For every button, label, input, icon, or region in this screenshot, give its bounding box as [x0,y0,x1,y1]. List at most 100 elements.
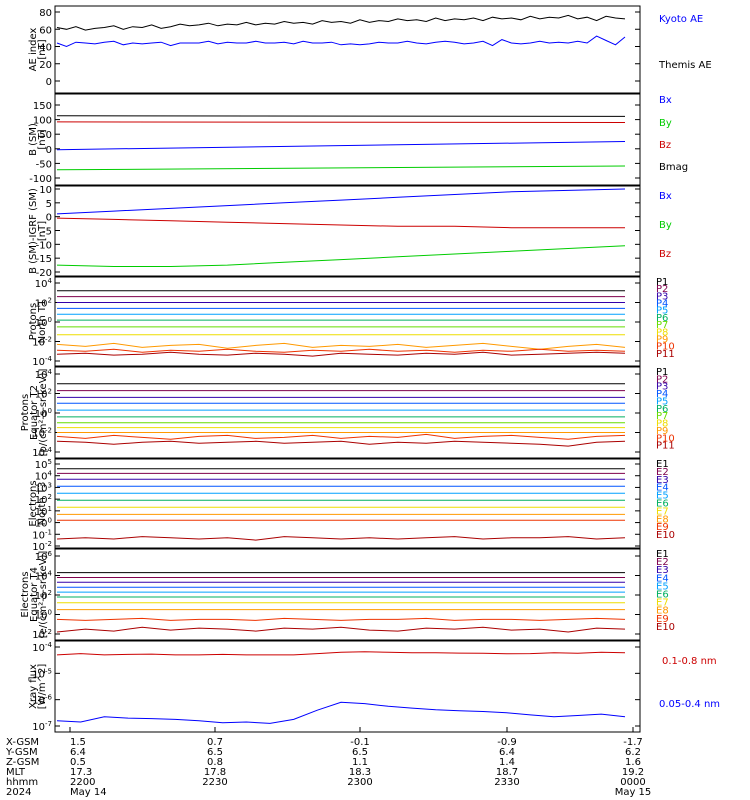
ephemeris-cell: May 15 [615,787,652,798]
panel-2: 150 100 50 0 -50 -100 B (SM)[nT] Bx By Bz Bmag [28,93,688,186]
legend-entry: P9 [656,334,668,345]
y-axis-label: AE index [28,28,39,72]
y-axis-label: North T1 [37,300,48,344]
legend-entry: E3 [656,565,669,576]
y-axis-label: [W/m^2] [37,664,48,710]
series-line-e10 [56,536,626,541]
legend-entry: E8 [656,606,669,617]
series-line-themis-ae [56,14,626,31]
panel-frame [54,640,641,733]
y-axis-label: [p/(cm²-s-sr-keV)] [38,369,49,457]
y-axis-label: Protons [28,303,39,340]
y-axis-label: Electrons [20,571,31,617]
y-axis-label: B (SM) [28,123,39,156]
legend-entry: E6 [656,590,669,601]
y-tick-label: 150 [33,101,52,112]
legend-entry: P9 [656,426,668,437]
legend-entry: 0.1-0.8 nm [662,656,717,667]
legend-entry: P10 [656,433,675,444]
y-tick-label: 5 [46,199,52,210]
y-axis-label: [nT] [37,39,48,59]
panel-frame [54,5,641,94]
legend-entry: E7 [656,598,669,609]
panel-3: 10 5 0 -5 -10 -15 -20B (SM)-IGRF (SM)[nT] Bx By B… [28,185,672,279]
y-axis-label: Protons [20,394,31,431]
ephemeris-row-label: Y-GSM [5,747,38,758]
ephemeris-row-label: hhmm [6,777,38,788]
ephemeris-row-label: MLT [6,767,26,778]
panel-frame [54,93,641,186]
ephemeris-cell: 17.8 [204,767,226,778]
legend-entry: P2 [656,374,668,385]
ephemeris-table: X-GSMY-GSMZ-GSMMLThhmm20241.56.40.517.32… [5,737,651,798]
ephemeris-cell: 2200 [70,777,95,788]
ephemeris-cell: 17.3 [70,767,92,778]
series-line-bz [56,121,626,123]
y-axis-label: B (SM)-IGRF (SM) [28,188,39,274]
series-line-p11 [56,351,626,357]
y-tick-label: 60 [39,25,52,36]
legend-entry: E2 [656,467,669,478]
legend-entry: P4 [656,389,668,400]
panel-frame [54,458,641,549]
y-tick-label: 100 [33,116,52,127]
ephemeris-cell: -0.9 [497,737,517,748]
y-axis-label: [e/(cm²-s-sr-keV)] [38,551,49,639]
legend-entry: E5 [656,581,669,592]
y-tick-label: 10-4 [32,641,52,654]
ephemeris-cell: -1.7 [623,737,643,748]
y-axis-label: [nT] [37,221,48,241]
series-line-bz [56,217,625,229]
legend-entry: P7 [656,320,668,331]
legend-entry: By [659,220,672,231]
ephemeris-cell: 0.7 [207,737,223,748]
legend-entry: P10 [656,342,675,353]
ephemeris-cell: 6.5 [352,747,368,758]
y-axis-label: Equator T2 [29,385,40,440]
ephemeris-cell: 6.2 [625,747,641,758]
y-tick-label: -15 [36,254,52,265]
series-line-p10 [56,348,626,353]
ephemeris-cell: 2300 [347,777,372,788]
y-tick-label: 0 [46,77,52,88]
series-line-p10 [56,433,626,440]
legend-entry: P8 [656,419,668,430]
legend-entry: E7 [656,506,669,517]
ephemeris-cell: 6.4 [70,747,86,758]
legend-entry: E1 [656,459,669,470]
legend-entry: By [659,118,672,129]
legend-entry: E8 [656,514,669,525]
y-tick-label: 104 [35,277,53,290]
y-axis-label: Electrons [28,480,39,526]
legend-entry: Kyoto AE [659,14,703,25]
legend-entry: E10 [656,530,675,541]
y-tick-label: 10-4 [32,355,52,368]
legend-entry: Bx [659,95,672,106]
y-tick-label: -100 [29,174,52,185]
legend-entry: E4 [656,573,669,584]
legend-entry: P3 [656,382,668,393]
ephemeris-cell: 6.5 [207,747,223,758]
legend-entry: P5 [656,396,668,407]
y-tick-label: 20 [39,60,52,71]
y-tick-label: -20 [36,268,52,279]
legend-entry: E4 [656,483,669,494]
y-tick-label: 0 [46,145,52,156]
legend-entry: Bmag [659,162,688,173]
y-tick-label: 10 [39,185,52,196]
series-line-e10 [56,626,626,633]
ephemeris-row-label: Z-GSM [6,757,39,768]
legend-entry: P5 [656,306,668,317]
series-line-p11 [56,440,626,447]
y-tick-label: 10-7 [32,720,52,733]
series-line-kyoto-ae [56,35,626,48]
legend-entry: E9 [656,522,669,533]
legend-entry: P7 [656,411,668,422]
ephemeris-cell: 1.6 [625,757,641,768]
y-tick-label: 40 [39,43,52,54]
series-line-e9 [56,617,626,621]
ephemeris-cell: May 14 [70,787,107,798]
